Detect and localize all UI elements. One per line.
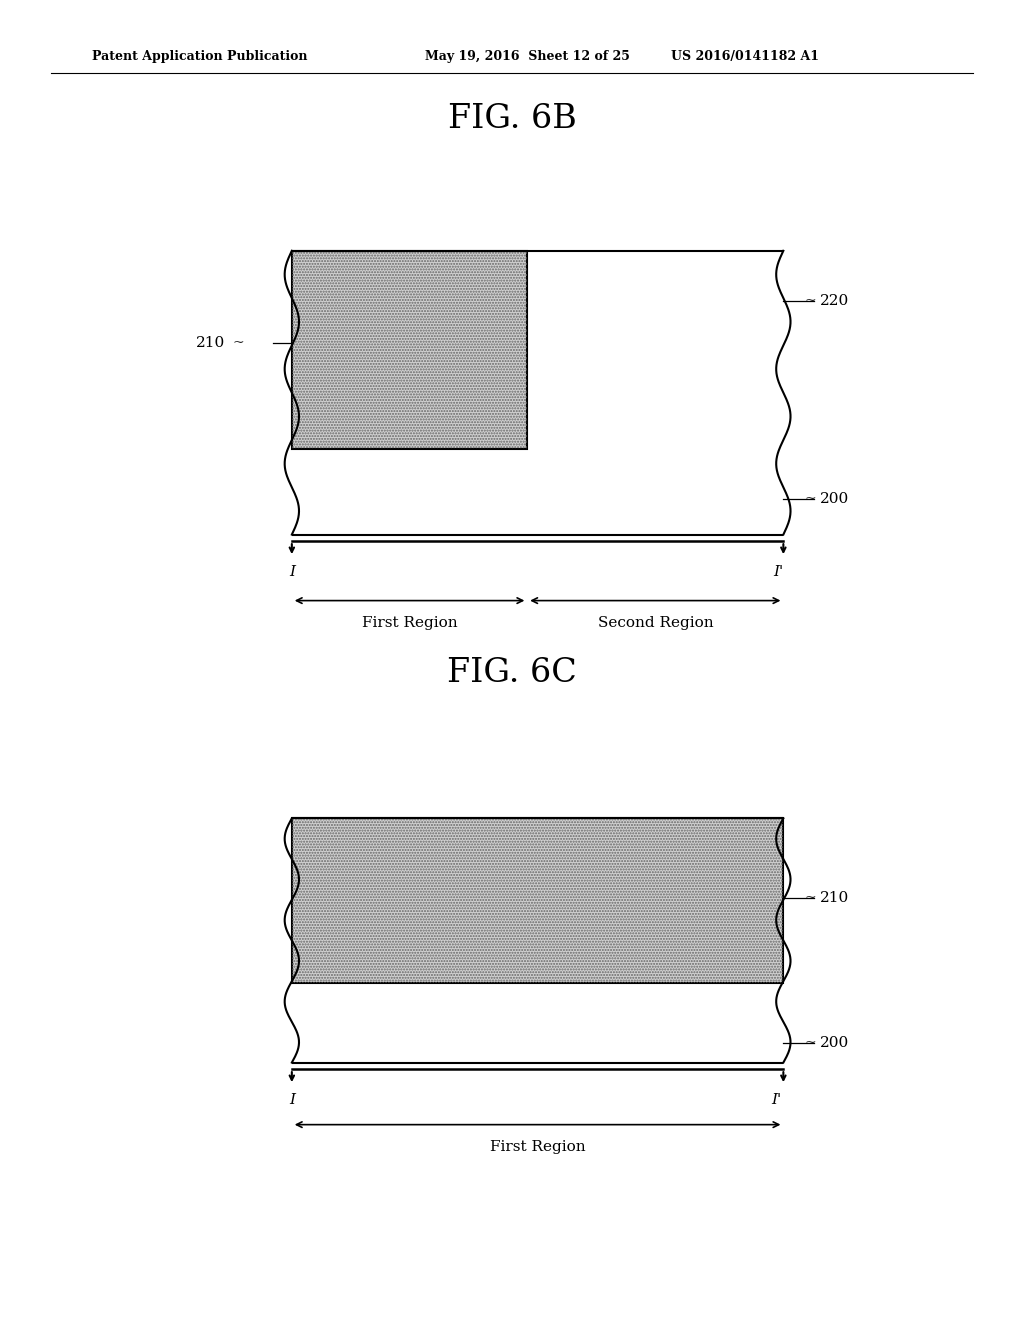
- Text: 200: 200: [820, 492, 850, 506]
- Text: ~: ~: [805, 891, 816, 904]
- Text: ~: ~: [232, 337, 244, 350]
- Bar: [292, 251, 527, 449]
- Text: FIG. 6C: FIG. 6C: [447, 657, 577, 689]
- Text: Second Region: Second Region: [598, 616, 713, 631]
- Text: I: I: [289, 1093, 295, 1107]
- Text: 210: 210: [196, 337, 225, 350]
- Text: ~: ~: [805, 492, 816, 506]
- Text: ~: ~: [805, 294, 816, 308]
- Text: US 2016/0141182 A1: US 2016/0141182 A1: [671, 50, 819, 63]
- Text: I': I': [771, 1093, 781, 1107]
- Text: Patent Application Publication: Patent Application Publication: [92, 50, 307, 63]
- Text: 200: 200: [820, 1036, 850, 1049]
- Text: First Region: First Region: [361, 616, 458, 631]
- Bar: [292, 818, 783, 983]
- Text: ~: ~: [805, 1036, 816, 1049]
- Bar: [292, 818, 783, 983]
- Text: I: I: [289, 565, 295, 579]
- Text: 210: 210: [820, 891, 850, 904]
- Text: I': I': [773, 565, 783, 579]
- Text: 220: 220: [820, 294, 850, 308]
- Text: FIG. 6B: FIG. 6B: [447, 103, 577, 135]
- Bar: [292, 251, 527, 449]
- Text: May 19, 2016  Sheet 12 of 25: May 19, 2016 Sheet 12 of 25: [425, 50, 630, 63]
- Text: First Region: First Region: [489, 1140, 586, 1155]
